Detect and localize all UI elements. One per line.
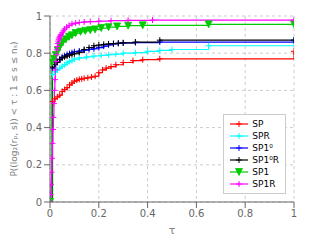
- svg-text:0: 0: [47, 208, 53, 219]
- html-text:SPR: SPR: [252, 131, 270, 141]
- svg-text:0.6: 0.6: [188, 208, 204, 219]
- svg-text:P((log₂(rₚ, s)) < τ : 1 ≤ s ≤: P((log₂(rₚ, s)) < τ : 1 ≤ s ≤ nₛ): [9, 41, 19, 176]
- svg-text:0.8: 0.8: [26, 48, 42, 59]
- html-text:SP: SP: [252, 119, 264, 129]
- html-text:SP1: SP1: [252, 167, 270, 177]
- svg-text:0.8: 0.8: [237, 208, 253, 219]
- svg-text:τ: τ: [169, 224, 176, 234]
- svg-text:0.6: 0.6: [26, 85, 42, 96]
- svg-text:0.4: 0.4: [26, 122, 42, 133]
- html-text:SP1R: SP1R: [252, 179, 276, 189]
- svg-text:0.2: 0.2: [91, 208, 107, 219]
- html-text:SP1⁰R: SP1⁰R: [252, 155, 279, 165]
- svg-text:0: 0: [36, 197, 42, 208]
- svg-text:0.4: 0.4: [140, 208, 156, 219]
- html-text:SP1⁰: SP1⁰: [252, 143, 273, 153]
- svg-text:1: 1: [36, 11, 42, 22]
- svg-text:1: 1: [291, 208, 297, 219]
- svg-text:0.2: 0.2: [26, 159, 42, 170]
